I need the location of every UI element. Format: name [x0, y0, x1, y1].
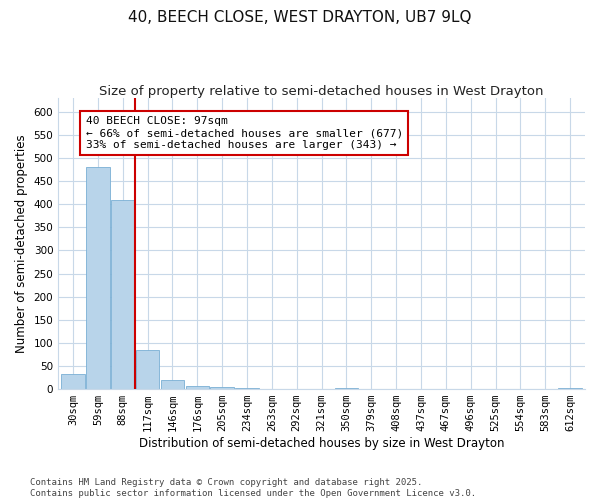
Bar	[111, 200, 134, 389]
Bar	[335, 388, 358, 389]
Y-axis label: Number of semi-detached properties: Number of semi-detached properties	[15, 134, 28, 353]
Bar	[161, 380, 184, 389]
Bar	[136, 350, 160, 389]
Bar	[558, 388, 582, 389]
Bar	[211, 387, 234, 389]
Bar	[61, 374, 85, 389]
Bar	[235, 388, 259, 389]
Text: 40 BEECH CLOSE: 97sqm
← 66% of semi-detached houses are smaller (677)
33% of sem: 40 BEECH CLOSE: 97sqm ← 66% of semi-deta…	[86, 116, 403, 150]
Bar	[185, 386, 209, 389]
Bar	[86, 167, 110, 389]
Text: Contains HM Land Registry data © Crown copyright and database right 2025.
Contai: Contains HM Land Registry data © Crown c…	[30, 478, 476, 498]
X-axis label: Distribution of semi-detached houses by size in West Drayton: Distribution of semi-detached houses by …	[139, 437, 505, 450]
Title: Size of property relative to semi-detached houses in West Drayton: Size of property relative to semi-detach…	[100, 85, 544, 98]
Text: 40, BEECH CLOSE, WEST DRAYTON, UB7 9LQ: 40, BEECH CLOSE, WEST DRAYTON, UB7 9LQ	[128, 10, 472, 25]
